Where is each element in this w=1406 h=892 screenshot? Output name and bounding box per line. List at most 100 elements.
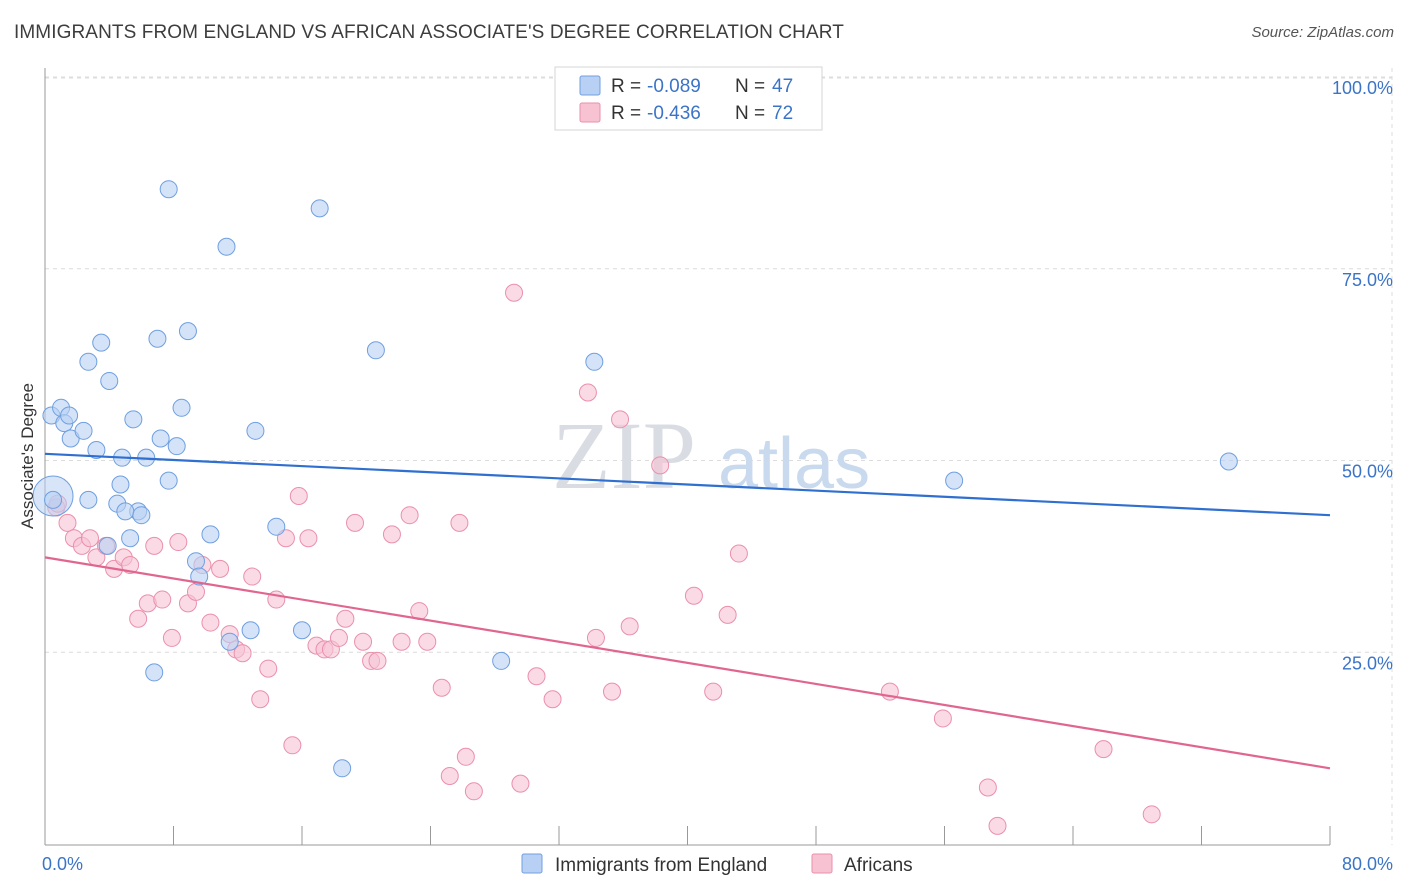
england-point [111,475,130,494]
england-point [148,329,167,348]
africans-point [718,605,737,624]
africans-point [1094,740,1113,759]
africans-point [527,667,546,686]
watermark: ZIP atlas [552,402,870,509]
africans-point [684,586,703,605]
england-point [159,180,178,199]
england-point [172,398,191,417]
legend-n-value-pink: 72 [772,103,793,124]
england-point [98,536,117,555]
africans-point [578,383,597,402]
england-point [220,632,239,651]
correlation-legend: R = -0.089 N = 47 R = -0.436 N = 72 [554,66,823,131]
england-point [267,517,286,536]
africans-point [978,778,997,797]
y-tick-label: 25.0% [1342,653,1393,673]
legend-r-value-pink: -0.436 [647,103,701,124]
africans-point [201,613,220,632]
england-point [44,490,63,509]
africans-point [382,525,401,544]
africans-point [299,529,318,548]
africans-point [346,513,365,532]
england-point [79,352,98,371]
tick-labels: 25.0% 50.0% 75.0% 100.0% 0.0% 80.0% [42,78,1393,874]
legend-n-label-pink: N = [735,103,765,124]
africans-point [129,609,148,628]
africans-point [418,632,437,651]
england-point [87,440,106,459]
england-point [79,490,98,509]
africans-point [620,617,639,636]
england-point [310,199,329,218]
england-point [167,437,186,456]
africans-point [543,690,562,709]
africans-point [368,651,387,670]
africans-point [933,709,952,728]
africans-point [729,544,748,563]
africans-point [233,644,252,663]
england-point [121,529,140,548]
legend-swatch-blue [579,75,601,96]
england-point [124,410,143,429]
africans-point [505,283,524,302]
england-point [60,406,79,425]
england-point [100,371,119,390]
africans-point [211,559,230,578]
chart-title: IMMIGRANTS FROM ENGLAND VS AFRICAN ASSOC… [14,22,844,43]
england-point [159,471,178,490]
series-legend: Immigrants from England Africans [521,853,913,876]
legend-r-label-pink: R = [611,103,641,124]
england-point [145,663,164,682]
africans-point [169,533,188,552]
africans-point [259,659,278,678]
africans-point [704,682,723,701]
england-point [190,567,209,586]
legend-n-value-blue: 47 [772,76,793,97]
africans-point [450,513,469,532]
africans-point [988,816,1007,835]
source-credit: Source: ZipAtlas.com [1251,24,1394,41]
england-point [241,621,260,640]
africans-point [289,487,308,506]
africans-point [354,632,373,651]
england-point [945,471,964,490]
africans-points [47,283,1161,835]
africans-point [611,410,630,429]
africans-point [329,628,348,647]
africans-point [283,736,302,755]
africans-point [432,678,451,697]
africans-point [162,628,181,647]
legend-r-label-blue: R = [611,76,641,97]
africans-point [586,628,605,647]
england-point [151,429,170,448]
africans-point [276,529,295,548]
africans-point [1142,805,1161,824]
england-point [116,502,135,521]
series-legend-label-england: Immigrants from England [555,855,767,876]
y-tick-label: 100.0% [1332,78,1393,98]
africans-point [651,456,670,475]
africans-point [243,567,262,586]
england-point [74,421,93,440]
england-point [178,322,197,341]
africans-point [464,782,483,801]
x-tick-label: 0.0% [42,854,83,874]
england-point [492,651,511,670]
y-tick-label: 50.0% [1342,462,1393,482]
africans-point [251,690,270,709]
y-axis-title: Associate's Degree [18,383,37,529]
axes [44,68,1331,846]
england-point [293,621,311,640]
series-legend-swatch-england [521,853,543,874]
england-point [366,341,385,360]
trend-lines [44,452,1331,770]
africans-point [400,506,419,525]
england-point [132,506,151,525]
africans-point [145,536,164,555]
africans-point [58,513,77,532]
africans-trend-line [44,556,1331,770]
africans-point [80,529,99,548]
africans-point [153,590,172,609]
africans-point [186,582,205,601]
